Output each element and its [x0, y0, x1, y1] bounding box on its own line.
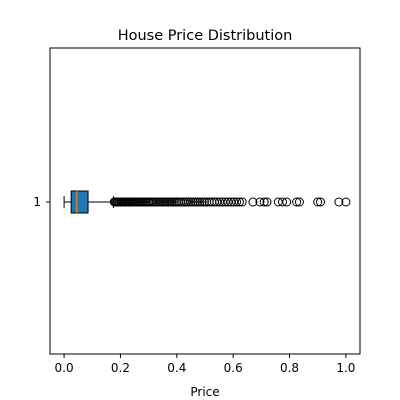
outlier-point: [186, 197, 196, 207]
x-tick-label: 1.0: [336, 361, 355, 375]
outlier-point: [278, 197, 287, 207]
outlier-point: [193, 197, 203, 207]
outlier-point: [313, 197, 323, 207]
outlier-point: [259, 197, 269, 207]
marks-layer: [63, 190, 351, 214]
plot-area-frame: [49, 47, 361, 355]
outlier-point: [188, 197, 198, 207]
outlier-point: [184, 197, 194, 207]
y-tick-label: 1: [33, 195, 41, 209]
outlier-point: [234, 197, 244, 207]
outlier-point: [341, 197, 351, 207]
outlier-point: [282, 197, 292, 207]
outlier-point: [199, 197, 209, 207]
outlier-point: [248, 197, 258, 207]
outlier-point: [294, 197, 304, 207]
outlier-point: [190, 197, 200, 207]
x-tick-label: 0.4: [167, 361, 186, 375]
outlier-point: [334, 197, 344, 207]
outlier-point: [262, 197, 272, 207]
x-tick-label: 0.0: [55, 361, 74, 375]
x-tick-label: 0.6: [224, 361, 243, 375]
box-iqr: [70, 190, 89, 214]
outlier-point: [316, 197, 326, 207]
outlier-point: [292, 197, 302, 207]
x-tick-label: 0.2: [111, 361, 130, 375]
outlier-point: [197, 197, 207, 207]
outlier-point: [255, 197, 265, 207]
ticks-layer: 0.0 0.2 0.4 0.6 0.8 1.0 1: [33, 195, 355, 375]
x-tick-label: 0.8: [280, 361, 299, 375]
outlier-point: [237, 197, 247, 207]
x-axis-label: Price: [190, 385, 219, 399]
outlier-point: [195, 197, 205, 207]
outlier-point: [232, 197, 242, 207]
chart-title: House Price Distribution: [118, 28, 293, 44]
